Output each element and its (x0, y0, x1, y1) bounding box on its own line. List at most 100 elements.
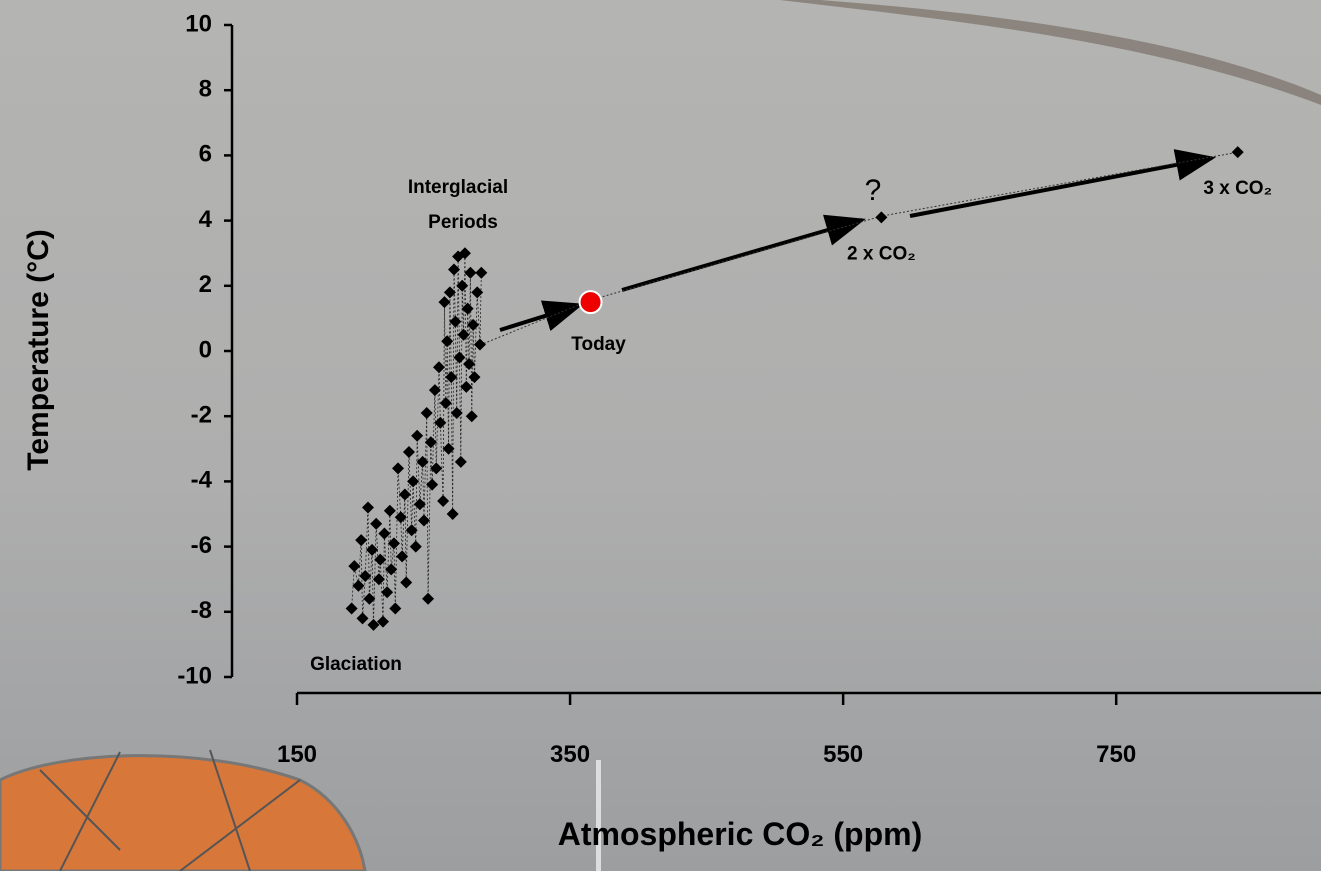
dome-frame (39, 749, 301, 871)
point (396, 550, 409, 563)
point (389, 602, 402, 615)
point (467, 318, 480, 331)
point (448, 263, 461, 276)
arrow (499, 300, 584, 332)
arrow (909, 149, 1216, 218)
y-tick-label: 0 (199, 336, 212, 363)
y-axis-title: Temperature (°C) (22, 229, 55, 470)
point (409, 540, 422, 553)
point (443, 286, 456, 299)
point (461, 302, 474, 315)
mast (596, 760, 601, 871)
point (370, 517, 383, 530)
point (387, 537, 400, 550)
point (473, 338, 486, 351)
point (449, 315, 462, 328)
point (392, 462, 405, 475)
x-tick-label: 350 (550, 741, 590, 768)
point (430, 462, 443, 475)
point (442, 442, 455, 455)
point (407, 475, 420, 488)
point (359, 569, 372, 582)
point (446, 508, 459, 520)
point (381, 586, 394, 599)
dome (0, 754, 367, 871)
y-tick-label: -8 (191, 597, 212, 624)
point (450, 406, 463, 419)
point (441, 335, 454, 348)
point (348, 560, 361, 573)
point (456, 279, 469, 292)
y-tick-label: -6 (191, 532, 212, 559)
point-label: 2 x CO₂ (847, 243, 916, 264)
point-label: Today (571, 334, 626, 355)
y-tick-label: 2 (199, 271, 212, 298)
point (438, 296, 451, 309)
point (464, 266, 477, 279)
point (445, 371, 458, 384)
point (378, 527, 391, 540)
point (355, 534, 368, 547)
point (426, 478, 439, 491)
annotation: Interglacial (408, 177, 508, 198)
point (372, 573, 385, 586)
y-tick-label: 10 (185, 10, 212, 37)
point (428, 384, 441, 397)
point (411, 429, 424, 442)
x-axis-title: Atmospheric CO₂ (ppm) (558, 816, 922, 852)
point (394, 511, 407, 524)
point (578, 290, 603, 315)
point (361, 501, 374, 514)
point (417, 514, 430, 527)
point (1231, 146, 1244, 159)
point (458, 247, 471, 260)
point (345, 602, 358, 615)
x-tick-label: 750 (1096, 741, 1136, 768)
point (374, 553, 387, 566)
point (463, 358, 476, 371)
point (363, 592, 376, 605)
point (356, 612, 369, 625)
annotation: Glaciation (310, 654, 402, 675)
point (385, 563, 398, 576)
y-tick-label: -10 (177, 662, 212, 689)
annotation: ? (865, 174, 882, 207)
point (434, 416, 447, 429)
arrow (621, 214, 866, 292)
point (475, 266, 488, 279)
y-tick-label: 4 (199, 206, 213, 233)
point (460, 380, 473, 393)
y-tick-label: -2 (191, 402, 212, 429)
point (377, 615, 390, 628)
point (465, 410, 478, 423)
point (352, 579, 365, 592)
point (420, 406, 433, 419)
point (439, 397, 452, 410)
point (432, 361, 445, 374)
point (416, 455, 429, 468)
point (471, 286, 484, 299)
point (468, 371, 481, 384)
point (366, 543, 379, 556)
point (398, 488, 411, 501)
point (367, 618, 380, 631)
projection-dotted-line (479, 151, 1240, 346)
point (424, 436, 437, 449)
point (400, 576, 413, 589)
point (875, 211, 888, 224)
point (437, 494, 450, 507)
point (422, 592, 435, 605)
y-tick-label: -4 (191, 467, 213, 494)
point (383, 504, 396, 517)
point (457, 328, 470, 341)
y-tick-label: 8 (199, 76, 212, 103)
annotation: Periods (428, 212, 498, 233)
point (402, 446, 415, 459)
x-tick-label: 150 (277, 741, 317, 768)
point (453, 351, 466, 364)
x-tick-label: 550 (823, 741, 863, 768)
point (454, 455, 467, 468)
